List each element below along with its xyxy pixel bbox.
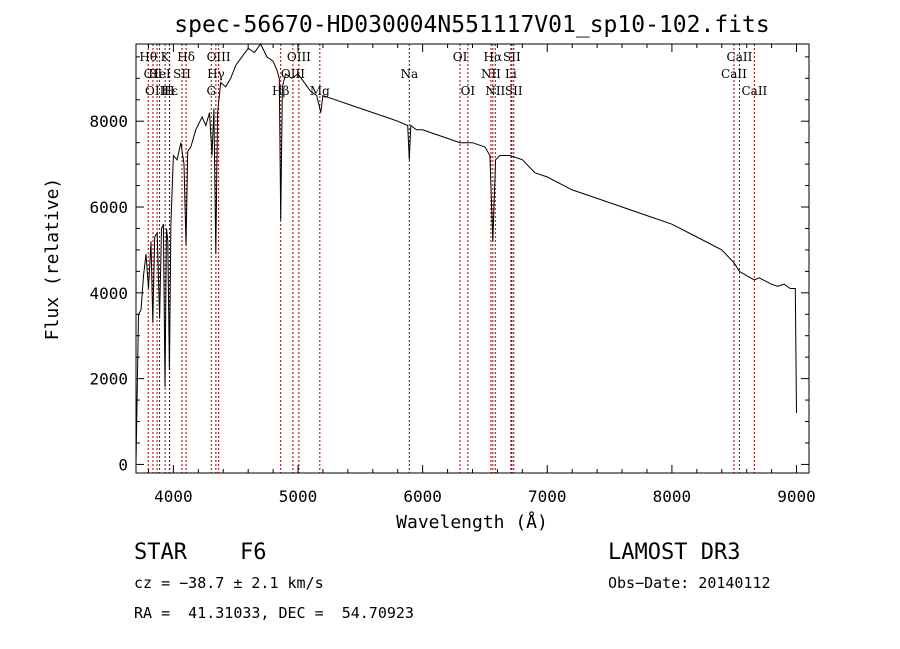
spectrum-line — [135, 43, 797, 465]
x-axis: 4000 5000 6000 7000 8000 9000 — [147, 44, 816, 506]
line-marker-label: CaII — [727, 50, 753, 64]
x-tick-label: 4000 — [154, 487, 193, 506]
line-marker-label: SII — [173, 67, 191, 81]
survey-name: LAMOST DR3 — [608, 540, 741, 565]
line-marker-label: CII — [144, 67, 163, 81]
line-marker-label: OIII — [281, 67, 305, 81]
y-tick-label: 6000 — [89, 198, 128, 217]
line-marker-label: OIII — [287, 50, 311, 64]
line-marker-label: Hγ — [207, 67, 225, 81]
y-tick-label: 8000 — [89, 112, 128, 131]
line-marker-label: Hβ — [272, 84, 289, 98]
y-axis: 0 2000 4000 6000 8000 — [89, 56, 809, 474]
line-marker-label: Hα — [484, 50, 503, 64]
line-marker-label: OI — [461, 84, 476, 98]
line-marker-label: H — [164, 84, 174, 98]
line-marker-label: SII — [505, 84, 523, 98]
y-axis-label: Flux (relative) — [42, 178, 63, 341]
x-tick-label: 6000 — [403, 487, 442, 506]
x-tick-label: 5000 — [279, 487, 318, 506]
line-marker-label: SII — [503, 50, 521, 64]
line-marker-label: OIII — [145, 84, 169, 98]
line-marker-label: Hε — [161, 84, 178, 98]
line-marker-label: OIII — [207, 50, 231, 64]
line-marker-label: HeI — [148, 67, 171, 81]
plot-frame — [135, 43, 810, 474]
observation-date: Obs−Date: 20140112 — [608, 574, 771, 592]
plot-area — [135, 43, 810, 474]
line-marker-label: Hθ — [139, 50, 157, 64]
line-marker-label: Mg — [310, 84, 330, 98]
line-marker-label: CaII — [741, 84, 767, 98]
y-tick-label: 0 — [118, 455, 128, 474]
x-tick-label: 8000 — [653, 487, 692, 506]
line-marker-label: CaII — [721, 67, 747, 81]
object-subclass: F6 — [240, 540, 267, 565]
line-marker-label: K — [161, 50, 171, 64]
x-tick-label: 7000 — [528, 487, 567, 506]
chart-title: spec-56670-HD030004N551117V01_sp10-102.f… — [174, 12, 769, 38]
line-marker-label: Na — [400, 67, 418, 81]
line-marker-label: NII — [481, 67, 501, 81]
y-tick-label: 4000 — [89, 284, 128, 303]
coordinates: RA = 41.31033, DEC = 54.70923 — [134, 604, 414, 622]
line-marker-label: Hδ — [177, 50, 195, 64]
line-marker-label: Li — [505, 67, 517, 81]
line-marker-label: G — [206, 84, 216, 98]
object-class: STAR — [134, 540, 187, 565]
x-axis-label: Wavelength (Å) — [396, 511, 548, 533]
x-tick-label: 9000 — [777, 487, 816, 506]
line-marker-label: OI — [453, 50, 468, 64]
line-marker-label: NII — [485, 84, 505, 98]
y-tick-label: 2000 — [89, 370, 128, 389]
redshift-value: cz = −38.7 ± 2.1 km/s — [134, 574, 324, 592]
